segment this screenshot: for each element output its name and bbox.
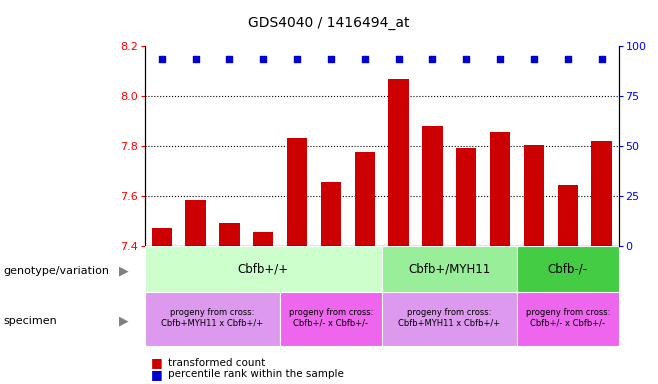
Text: transformed count: transformed count: [168, 358, 265, 368]
Bar: [456, 149, 476, 246]
Bar: [186, 200, 206, 246]
Bar: [253, 232, 273, 246]
Bar: [557, 185, 578, 246]
Point: [461, 55, 472, 61]
Point: [291, 55, 302, 61]
Point: [495, 55, 505, 61]
Point: [157, 55, 167, 61]
Text: ■: ■: [151, 368, 163, 381]
Text: genotype/variation: genotype/variation: [3, 266, 109, 276]
Bar: [422, 126, 443, 246]
Point: [190, 55, 201, 61]
Point: [393, 55, 404, 61]
Bar: [151, 228, 172, 246]
Text: Cbfb+/MYH11: Cbfb+/MYH11: [408, 262, 490, 275]
Text: progeny from cross:
Cbfb+MYH11 x Cbfb+/+: progeny from cross: Cbfb+MYH11 x Cbfb+/+: [161, 308, 263, 327]
Text: Cbfb+/+: Cbfb+/+: [238, 262, 289, 275]
Bar: [490, 132, 510, 246]
Point: [326, 55, 336, 61]
Bar: [592, 141, 612, 246]
Text: progeny from cross:
Cbfb+MYH11 x Cbfb+/+: progeny from cross: Cbfb+MYH11 x Cbfb+/+: [398, 308, 500, 327]
Bar: [517, 246, 619, 292]
Text: Cbfb-/-: Cbfb-/-: [547, 262, 588, 275]
Bar: [219, 223, 240, 246]
Bar: [388, 79, 409, 246]
Text: percentile rank within the sample: percentile rank within the sample: [168, 369, 343, 379]
Point: [224, 55, 235, 61]
Bar: [145, 292, 280, 346]
Point: [427, 55, 438, 61]
Text: GDS4040 / 1416494_at: GDS4040 / 1416494_at: [248, 16, 410, 30]
Point: [359, 55, 370, 61]
Bar: [355, 152, 375, 246]
Point: [258, 55, 268, 61]
Text: ▶: ▶: [118, 314, 128, 327]
Text: ■: ■: [151, 356, 163, 369]
Bar: [280, 292, 382, 346]
Point: [528, 55, 539, 61]
Text: progeny from cross:
Cbfb+/- x Cbfb+/-: progeny from cross: Cbfb+/- x Cbfb+/-: [526, 308, 610, 327]
Bar: [320, 182, 341, 246]
Bar: [287, 139, 307, 246]
Text: specimen: specimen: [3, 316, 57, 326]
Point: [596, 55, 607, 61]
Bar: [524, 145, 544, 246]
Bar: [382, 246, 517, 292]
Bar: [382, 292, 517, 346]
Bar: [517, 292, 619, 346]
Point: [563, 55, 573, 61]
Text: ▶: ▶: [118, 264, 128, 277]
Bar: [145, 246, 382, 292]
Text: progeny from cross:
Cbfb+/- x Cbfb+/-: progeny from cross: Cbfb+/- x Cbfb+/-: [289, 308, 373, 327]
